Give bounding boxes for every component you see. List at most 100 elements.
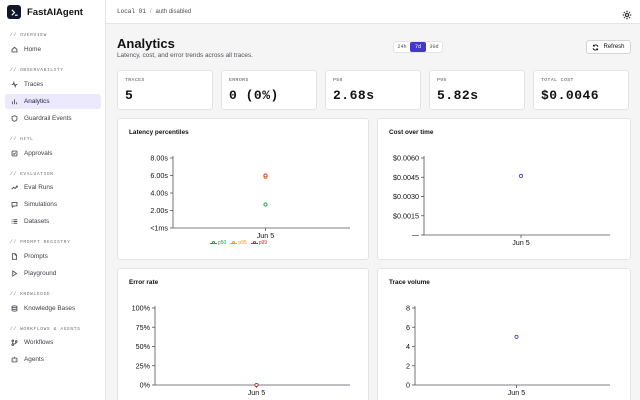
sidebar-item-agents[interactable]: Agents [5, 352, 101, 367]
stat-value: $0.0046 [541, 88, 600, 103]
data-point [518, 173, 524, 179]
auth-status: auth disabled [155, 8, 192, 15]
activity-icon [10, 81, 18, 89]
chart-title: Trace volume [389, 279, 430, 286]
nav-section-hitl: // HITL [10, 137, 34, 142]
y-tick-label: 2 [406, 361, 410, 370]
sidebar-item-simulations[interactable]: Simulations [5, 197, 101, 212]
cost-chart-card: Cost over time $0.0060 $0.0045 $0.0030 $0.0… [377, 118, 631, 260]
sidebar-item-prompts[interactable]: Prompts [5, 249, 101, 264]
legend-marker-icon [230, 241, 238, 245]
x-tick-label: Jun 5 [508, 388, 526, 397]
nav-section-knowledge: // KNOWLEDGE [10, 292, 51, 297]
workflow-icon [10, 339, 18, 347]
sidebar-item-label: Workflows [24, 339, 54, 346]
sidebar-item-guardrail-events[interactable]: Guardrail Events [5, 111, 101, 126]
sidebar-item-label: Prompts [24, 253, 48, 260]
brand-name: FastAIAgent [27, 6, 83, 18]
refresh-label: Refresh [603, 44, 625, 50]
error-rate-chart: 100% 75% 50% 25% 0% Jun 5 [132, 304, 350, 397]
sidebar-item-knowledge-bases[interactable]: Knowledge Bases [5, 301, 101, 316]
legend-label: p50 [218, 240, 227, 246]
y-tick-label: 75% [136, 323, 151, 332]
sidebar-item-traces[interactable]: Traces [5, 77, 101, 92]
stat-card-total-cost: TOTAL COST $0.0046 [533, 70, 629, 110]
stat-value: 0 (0%) [229, 88, 279, 103]
nav-section-observability: // OBSERVABILITY [10, 68, 64, 73]
sidebar-item-analytics[interactable]: Analytics [5, 94, 101, 109]
sidebar-item-label: Simulations [24, 201, 58, 208]
data-point [254, 382, 259, 388]
latency-chart-card: Latency percentiles 8.00s 6.00s 4.00s 2.00s… [117, 118, 369, 260]
sidebar-item-label: Agents [24, 356, 44, 363]
trace-volume-chart-card: Trace volume 8 6 4 2 0 Jun 5 [377, 268, 631, 400]
sidebar-item-workflows[interactable]: Workflows [5, 335, 101, 350]
top-bar: Local 01 / auth disabled [106, 0, 640, 24]
brand[interactable]: FastAIAgent [7, 5, 83, 19]
bot-icon [10, 356, 18, 364]
x-tick-label: Jun 5 [257, 231, 275, 240]
y-tick-label: <1ms [150, 224, 168, 233]
bar-chart-icon [10, 98, 18, 106]
y-tick-label: $0.0030 [393, 192, 419, 201]
legend-marker-icon [250, 241, 258, 245]
chart-legend: p50 p95 p99 [210, 240, 271, 246]
range-24h-button[interactable]: 24h [397, 44, 407, 50]
stat-card-p95: P95 5.82s [429, 70, 525, 110]
stat-label: ERRORS [229, 78, 249, 83]
sidebar-item-eval-runs[interactable]: Eval Runs [5, 180, 101, 195]
range-7d-button[interactable]: 7d [410, 42, 426, 52]
y-tick-label: 8 [406, 304, 410, 313]
sidebar-item-label: Datasets [24, 218, 50, 225]
trace-volume-chart: 8 6 4 2 0 Jun 5 [406, 304, 610, 397]
latency-chart: 8.00s 6.00s 4.00s 2.00s <1ms Jun 5 [150, 154, 350, 240]
nav-section-prompt-registry: // PROMPT REGISTRY [10, 240, 71, 245]
range-30d-button[interactable]: 30d [429, 44, 439, 50]
chart-title: Cost over time [389, 129, 434, 136]
sidebar: FastAIAgent // OVERVIEW Home // OBSERVAB… [0, 0, 106, 400]
stat-card-errors: ERRORS 0 (0%) [221, 70, 317, 110]
y-tick-label: 25% [136, 361, 151, 370]
y-tick-label: $0.0060 [393, 154, 419, 163]
stat-value: 5 [125, 88, 134, 103]
environment-label: Local 01 [117, 8, 146, 15]
sidebar-item-label: Analytics [24, 98, 50, 105]
refresh-button[interactable]: Refresh [586, 40, 631, 54]
trending-up-icon [10, 184, 18, 192]
y-tick-label: 4.00s [150, 189, 168, 198]
nav-section-evaluation: // EVALUATION [10, 172, 54, 177]
y-tick-label: — [412, 231, 420, 240]
sidebar-item-home[interactable]: Home [5, 42, 101, 57]
sidebar-item-label: Guardrail Events [24, 115, 72, 122]
sidebar-item-label: Approvals [24, 150, 53, 157]
file-icon [10, 253, 18, 261]
legend-item-p50[interactable]: p50 [210, 240, 226, 246]
legend-item-p99[interactable]: p99 [250, 240, 267, 246]
y-tick-label: 100% [132, 304, 151, 313]
chart-title: Error rate [129, 279, 159, 286]
chart-title: Latency percentiles [129, 129, 189, 136]
y-tick-label: 6 [406, 323, 410, 332]
x-tick-label: Jun 5 [248, 388, 266, 397]
breadcrumb-separator: / [149, 8, 152, 15]
play-icon [10, 270, 18, 278]
sidebar-item-label: Home [24, 46, 42, 53]
stat-label: TOTAL COST [541, 78, 574, 83]
page-title: Analytics [117, 36, 175, 51]
legend-item-p95[interactable]: p95 [230, 240, 247, 246]
stat-card-traces: TRACES 5 [117, 70, 213, 110]
refresh-icon [593, 44, 599, 50]
theme-toggle-button[interactable] [622, 7, 632, 20]
sidebar-item-approvals[interactable]: Approvals [5, 146, 101, 161]
sun-icon [622, 10, 632, 20]
message-icon [10, 201, 18, 209]
check-square-icon [10, 150, 18, 158]
nav-section-overview: // OVERVIEW [10, 33, 47, 38]
stat-value: 5.82s [437, 88, 479, 103]
sidebar-item-datasets[interactable]: Datasets [5, 214, 101, 229]
y-tick-label: $0.0015 [393, 211, 419, 220]
stat-label: P95 [437, 78, 447, 83]
sidebar-item-playground[interactable]: Playground [5, 266, 101, 281]
page-subtitle: Latency, cost, and error trends across a… [117, 52, 253, 59]
x-tick-label: Jun 5 [512, 238, 530, 247]
